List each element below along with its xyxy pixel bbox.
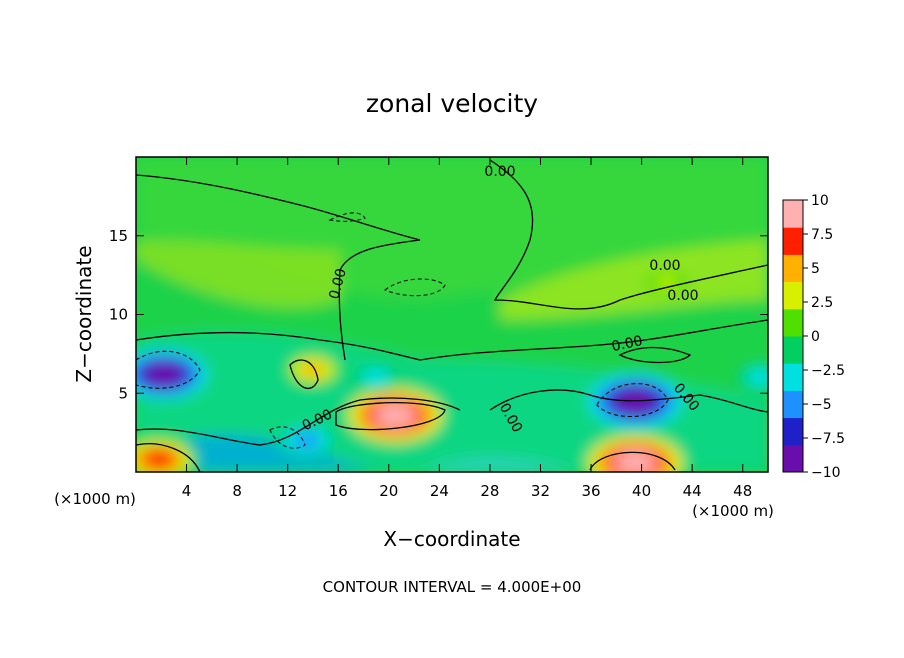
colorbar-tick-label: −7.5 (811, 431, 845, 447)
chart-title: zonal velocity (366, 89, 538, 118)
colorbar-segment (783, 308, 803, 337)
colorbar (782, 199, 804, 473)
colorbar-tick-label: 7.5 (811, 227, 833, 243)
colorbar-tick-label: 0 (811, 329, 820, 345)
x-unit-left: (×1000 m) (54, 490, 136, 508)
contour-line (136, 350, 201, 389)
x-tick-label: 16 (329, 482, 348, 500)
x-tick-label: 48 (733, 482, 752, 500)
contour-line (136, 319, 768, 361)
contour-line (489, 389, 768, 413)
contour-label: 0.00 (649, 258, 680, 274)
x-tick-label: 40 (632, 482, 651, 500)
contour-line (618, 346, 692, 364)
contour-line (384, 278, 446, 297)
colorbar-segment (783, 254, 803, 283)
colorbar-tick-label: −5 (811, 397, 832, 413)
positive-band (500, 240, 768, 320)
x-axis-label: X−coordinate (383, 527, 520, 551)
contour-line (136, 443, 201, 472)
colorbar-tick-label: −2.5 (811, 363, 845, 379)
colorbar-tick-label: 2.5 (811, 295, 833, 311)
x-tick-label: 44 (683, 482, 702, 500)
colorbar-segment (783, 417, 803, 446)
colorbar-segment (783, 363, 803, 391)
colorbar-ticks: 10 7.5 5 2.5 0 −2.5 −5 −7.5 −10 (803, 193, 845, 481)
contour-label: 0.00 (484, 164, 515, 180)
field-feature (587, 435, 684, 472)
field-feature (646, 271, 688, 295)
x-tick-label: 8 (232, 482, 242, 500)
contour-lines: 0.000.000.000.000.000.000.000.00 (136, 159, 768, 472)
y-axis-ticks: 5 10 15 (109, 227, 768, 402)
colorbar-segment (783, 336, 803, 364)
colorbar-tick-label: 5 (811, 261, 820, 277)
field-feature (735, 362, 768, 393)
contour-line (136, 174, 421, 361)
y-tick-label: 5 (118, 384, 128, 402)
y-tick-label: 15 (109, 227, 128, 245)
x-unit-right: (×1000 m) (692, 502, 774, 520)
contour-line (335, 401, 446, 431)
x-tick-label: 36 (581, 482, 600, 500)
field-feature (136, 349, 208, 400)
contour-line (589, 451, 676, 471)
contour-line (489, 159, 768, 310)
colorbar-segment (783, 281, 803, 310)
contour-line (289, 359, 319, 390)
colorbar-segment (783, 200, 803, 228)
colorbar-tick-label: −10 (811, 465, 841, 481)
x-tick-label: 28 (480, 482, 499, 500)
field-feature (136, 437, 198, 472)
x-axis-ticks: 4 8 12 16 20 24 28 32 36 40 44 48 (182, 157, 752, 500)
contour-line (269, 426, 306, 449)
positive-band (136, 240, 340, 308)
field-feature (350, 362, 403, 393)
colorbar-tick-label: 10 (811, 193, 829, 209)
colorbar-segment (783, 390, 803, 419)
y-axis-label: Z−coordinate (72, 245, 96, 382)
contour-line (328, 212, 366, 222)
contour-label: 0.00 (326, 267, 350, 301)
colorbar-segment (783, 227, 803, 255)
field-feature (287, 354, 339, 385)
velocity-field (136, 157, 768, 472)
x-tick-label: 4 (182, 482, 192, 500)
x-tick-label: 20 (379, 482, 398, 500)
contour-label: 0.00 (610, 333, 644, 355)
contour-line (596, 383, 669, 417)
x-tick-label: 32 (531, 482, 550, 500)
y-tick-label: 10 (109, 306, 128, 324)
colorbar-segment (783, 444, 803, 473)
x-tick-label: 12 (278, 482, 297, 500)
contour-line (136, 397, 461, 446)
contour-label: 0.00 (667, 288, 698, 304)
field-feature (347, 388, 443, 443)
contour-interval-note: CONTOUR INTERVAL = 4.000E+00 (323, 578, 582, 596)
x-tick-label: 24 (430, 482, 449, 500)
